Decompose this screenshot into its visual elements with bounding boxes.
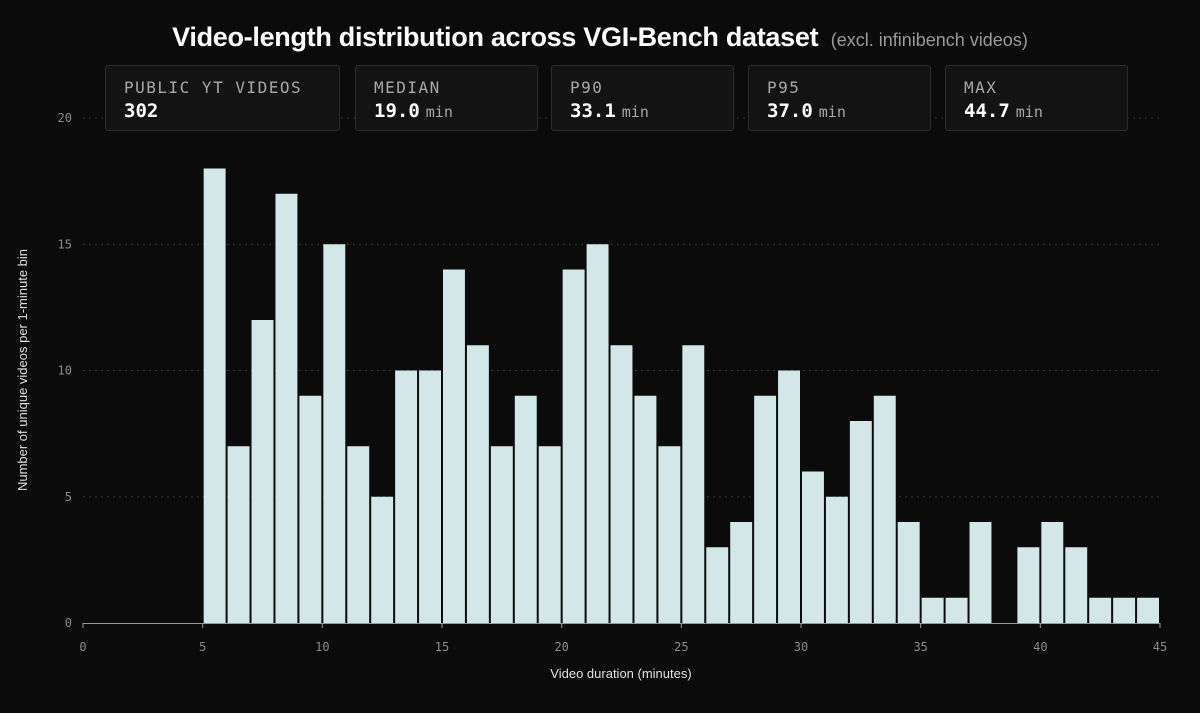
- x-tick-label: 40: [1033, 640, 1047, 654]
- stat-card-max: MAX 44.7 min: [945, 65, 1128, 131]
- histogram-bar: [1137, 597, 1159, 623]
- histogram-bar: [347, 446, 370, 623]
- x-tick-label: 35: [913, 640, 927, 654]
- stat-value: 19.0 min: [374, 100, 453, 122]
- y-tick-label: 10: [58, 364, 72, 378]
- histogram-bar: [873, 395, 896, 623]
- histogram-bar: [514, 395, 537, 623]
- histogram-bar: [778, 370, 800, 623]
- histogram-bar: [203, 168, 226, 623]
- y-tick-label: 20: [58, 111, 72, 125]
- bars: [203, 168, 1159, 623]
- histogram-bar: [969, 522, 992, 623]
- stat-unit: min: [621, 103, 649, 121]
- histogram-bar: [1113, 597, 1136, 623]
- histogram-bar: [802, 471, 824, 623]
- y-tick-label: 15: [58, 237, 72, 251]
- chart-subtitle: (excl. infinibench videos): [830, 30, 1028, 50]
- histogram-bar: [825, 496, 848, 623]
- stat-value: 44.7 min: [964, 100, 1043, 122]
- histogram-bar: [634, 395, 657, 623]
- histogram-bar: [610, 345, 633, 623]
- axes: 0 5 10 15 20 0 5 10 15 20 25 30 35 40 45: [58, 111, 1168, 654]
- histogram-bar: [897, 522, 920, 623]
- histogram-bar: [730, 522, 753, 623]
- stat-unit: min: [818, 103, 846, 121]
- y-axis-label: Number of unique videos per 1-minute bin: [15, 249, 30, 491]
- stat-label: P90: [570, 78, 604, 97]
- histogram-bar: [251, 320, 274, 623]
- stat-label: MEDIAN: [374, 78, 441, 97]
- histogram-bar: [419, 370, 441, 623]
- stat-label: MAX: [964, 78, 998, 97]
- histogram-bar: [945, 597, 968, 623]
- stat-unit: min: [1015, 103, 1043, 121]
- histogram-bar: [1065, 547, 1088, 623]
- histogram-bar: [443, 269, 465, 623]
- histogram-bar: [275, 193, 298, 623]
- histogram-bar: [706, 547, 729, 623]
- histogram-bar: [227, 446, 250, 623]
- x-axis-label: Video duration (minutes): [550, 666, 691, 681]
- x-tick-label: 10: [315, 640, 329, 654]
- y-tick-label: 5: [65, 490, 72, 504]
- histogram-bar: [682, 345, 705, 623]
- histogram-bar: [849, 421, 872, 623]
- stat-card-p90: P90 33.1 min: [551, 65, 734, 131]
- x-tick-label: 30: [794, 640, 808, 654]
- histogram-bar: [658, 446, 681, 623]
- stat-card-public-yt-videos: PUBLIC YT VIDEOS 302: [105, 65, 340, 131]
- chart-title-row: Video-length distribution across VGI-Ben…: [0, 22, 1200, 53]
- x-tick-label: 5: [199, 640, 206, 654]
- histogram-bar: [1089, 597, 1112, 623]
- stat-card-median: MEDIAN 19.0 min: [355, 65, 538, 131]
- histogram-bar: [562, 269, 585, 623]
- stat-unit: min: [425, 103, 453, 121]
- stat-value: 37.0 min: [767, 100, 846, 122]
- histogram-bar: [586, 244, 609, 623]
- stat-label: PUBLIC YT VIDEOS: [124, 78, 303, 97]
- y-tick-label: 0: [65, 616, 72, 630]
- x-tick-label: 20: [554, 640, 568, 654]
- histogram-bar: [754, 395, 777, 623]
- x-tick-label: 45: [1153, 640, 1167, 654]
- histogram-bar: [921, 597, 944, 623]
- stat-label: P95: [767, 78, 801, 97]
- histogram-bar: [490, 446, 513, 623]
- stat-value: 302: [124, 100, 159, 122]
- histogram-bar: [1017, 547, 1040, 623]
- stat-card-p95: P95 37.0 min: [748, 65, 931, 131]
- x-tick-label: 15: [435, 640, 449, 654]
- x-tick-label: 0: [79, 640, 86, 654]
- histogram-bar: [466, 345, 489, 623]
- stat-value: 33.1 min: [570, 100, 649, 122]
- x-tick-label: 25: [674, 640, 688, 654]
- histogram-bar: [395, 370, 418, 623]
- histogram-bar: [371, 496, 394, 623]
- chart-title: Video-length distribution across VGI-Ben…: [172, 22, 819, 52]
- histogram-bar: [1041, 522, 1064, 623]
- histogram-bar: [323, 244, 346, 623]
- histogram-bar: [299, 395, 322, 623]
- histogram-bar: [538, 446, 561, 623]
